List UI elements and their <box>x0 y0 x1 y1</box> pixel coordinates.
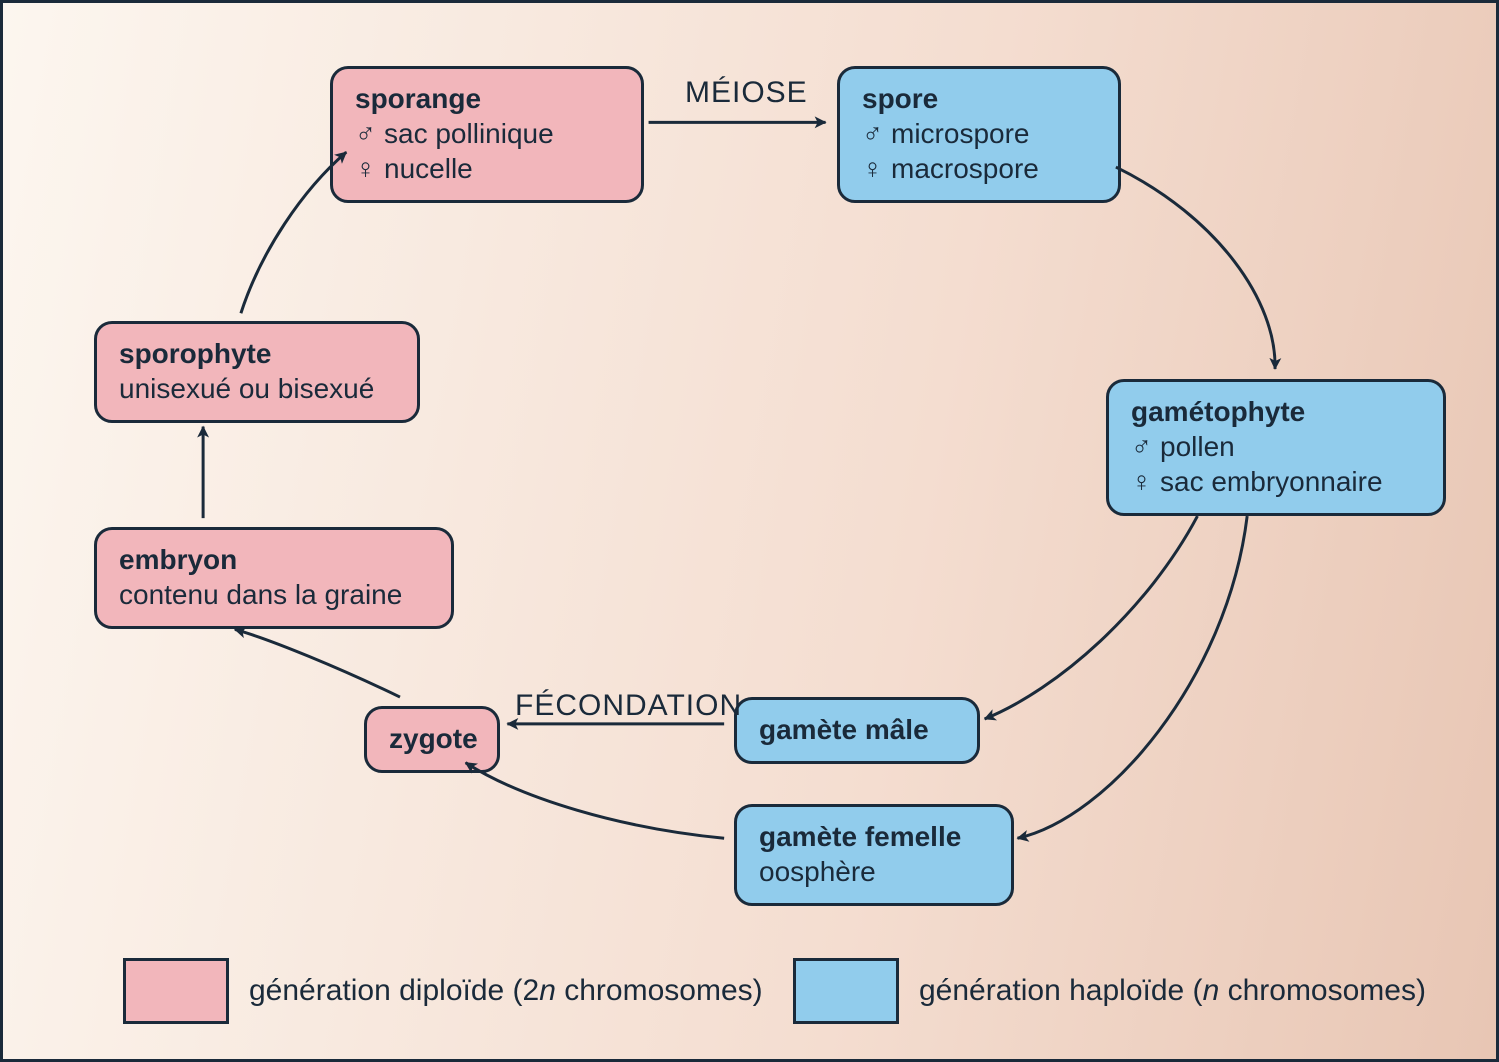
edge-label-fecondation: FÉCONDATION <box>515 689 742 723</box>
node-male-text: microspore <box>891 116 1029 151</box>
male-symbol: ♂ <box>1131 429 1152 464</box>
node-spore: spore ♂microspore ♀macrospore <box>837 66 1121 203</box>
node-gamete-femelle: gamète femelle oosphère <box>734 804 1014 906</box>
node-title: zygote <box>389 721 475 756</box>
node-embryon: embryon contenu dans la graine <box>94 527 454 629</box>
node-title: gamétophyte <box>1131 394 1421 429</box>
node-gamete-male: gamète mâle <box>734 697 980 764</box>
node-sporophyte: sporophyte unisexué ou bisexué <box>94 321 420 423</box>
female-symbol: ♀ <box>862 151 883 186</box>
legend-swatch-haploid <box>793 958 899 1024</box>
node-sporange: sporange ♂sac pollinique ♀nucelle <box>330 66 644 203</box>
node-male-line: ♂sac pollinique <box>355 116 619 151</box>
node-gametophyte: gamétophyte ♂pollen ♀sac embryonnaire <box>1106 379 1446 516</box>
node-female-text: sac embryonnaire <box>1160 464 1383 499</box>
legend-label-diploid: génération diploïde (2n chromosomes) <box>249 974 763 1008</box>
female-symbol: ♀ <box>355 151 376 186</box>
legend-swatch-diploid <box>123 958 229 1024</box>
node-title: sporange <box>355 81 619 116</box>
edge-label-meiose: MÉIOSE <box>685 76 808 110</box>
male-symbol: ♂ <box>355 116 376 151</box>
node-female-text: macrospore <box>891 151 1039 186</box>
node-title: gamète femelle <box>759 819 989 854</box>
legend-diploid: génération diploïde (2n chromosomes) <box>123 958 763 1024</box>
diagram-canvas: sporange ♂sac pollinique ♀nucelle spore … <box>0 0 1499 1062</box>
legend-haploid: génération haploïde (n chromosomes) <box>793 958 1426 1024</box>
node-title: embryon <box>119 542 429 577</box>
node-title: sporophyte <box>119 336 395 371</box>
node-male-text: pollen <box>1160 429 1235 464</box>
node-subtext: oosphère <box>759 854 989 889</box>
node-subtext: unisexué ou bisexué <box>119 371 395 406</box>
node-title: spore <box>862 81 1096 116</box>
node-female-line: ♀nucelle <box>355 151 619 186</box>
node-title: gamète mâle <box>759 712 955 747</box>
node-subtext: contenu dans la graine <box>119 577 429 612</box>
legend-label-haploid: génération haploïde (n chromosomes) <box>919 974 1426 1008</box>
node-female-text: nucelle <box>384 151 473 186</box>
node-male-text: sac pollinique <box>384 116 554 151</box>
node-male-line: ♂microspore <box>862 116 1096 151</box>
node-zygote: zygote <box>364 706 500 773</box>
node-female-line: ♀macrospore <box>862 151 1096 186</box>
female-symbol: ♀ <box>1131 464 1152 499</box>
male-symbol: ♂ <box>862 116 883 151</box>
node-female-line: ♀sac embryonnaire <box>1131 464 1421 499</box>
node-male-line: ♂pollen <box>1131 429 1421 464</box>
